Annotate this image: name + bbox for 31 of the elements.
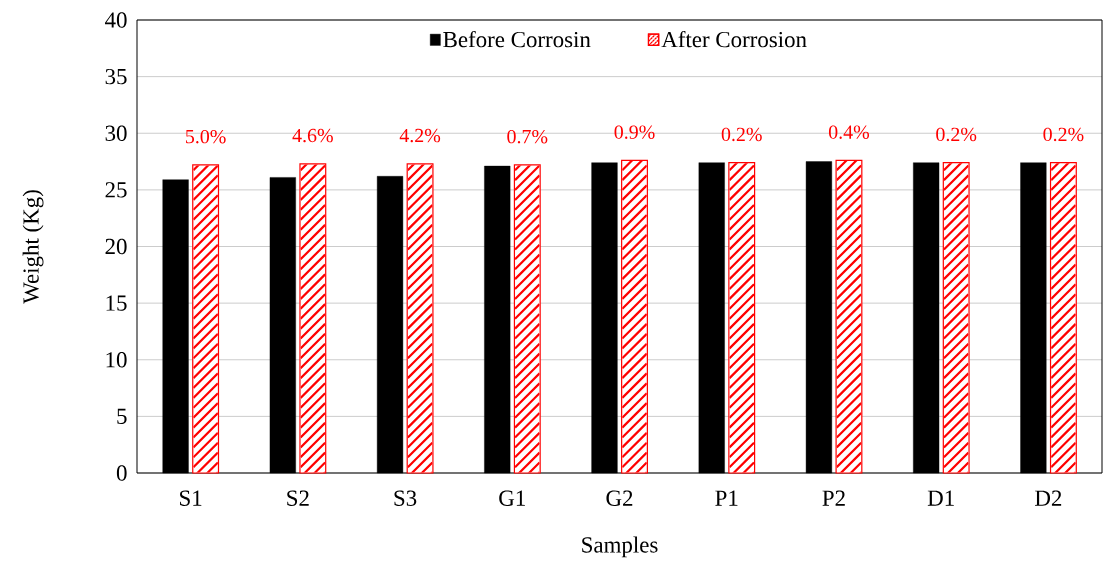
x-tick-label: S2: [287, 490, 309, 506]
legend-label: After Corrosion: [661, 30, 807, 48]
x-tick-label: G2: [606, 490, 633, 506]
annotation: 0.2%: [936, 127, 977, 142]
x-tick-label: P2: [822, 490, 845, 506]
y-tick-label: 25: [105, 182, 127, 198]
y-tick-label: 15: [106, 295, 127, 311]
legend-label: Before Corrosin: [443, 30, 591, 48]
annotation: 0.2%: [1043, 127, 1084, 142]
y-tick-label: 35: [105, 68, 127, 85]
y-tick-label: 10: [106, 352, 127, 368]
annotation: 0.4%: [828, 125, 870, 139]
x-axis-title: Samples: [582, 536, 658, 558]
annotation: 0.9%: [614, 125, 655, 139]
x-tick-label: G1: [499, 490, 525, 506]
y-tick-label: 40: [105, 12, 127, 28]
annotation: 5.0%: [186, 129, 226, 144]
annotation: 4.2%: [399, 128, 441, 143]
y-tick-label: 0: [116, 465, 127, 481]
y-tick-label: 30: [105, 125, 127, 141]
x-tick-label: P1: [715, 490, 738, 506]
x-tick-label: D1: [927, 490, 954, 506]
x-tick-label: D2: [1035, 490, 1062, 506]
annotation: 0.7%: [507, 129, 548, 144]
y-tick-label: 20: [105, 238, 127, 255]
x-tick-label: S1: [180, 490, 202, 506]
y-axis-title: Weight (Kg): [22, 190, 44, 304]
annotation: 4.6%: [292, 128, 333, 143]
x-tick-label: S3: [394, 490, 417, 506]
y-tick-label: 5: [117, 408, 127, 424]
annotation: 0.2%: [721, 127, 762, 142]
